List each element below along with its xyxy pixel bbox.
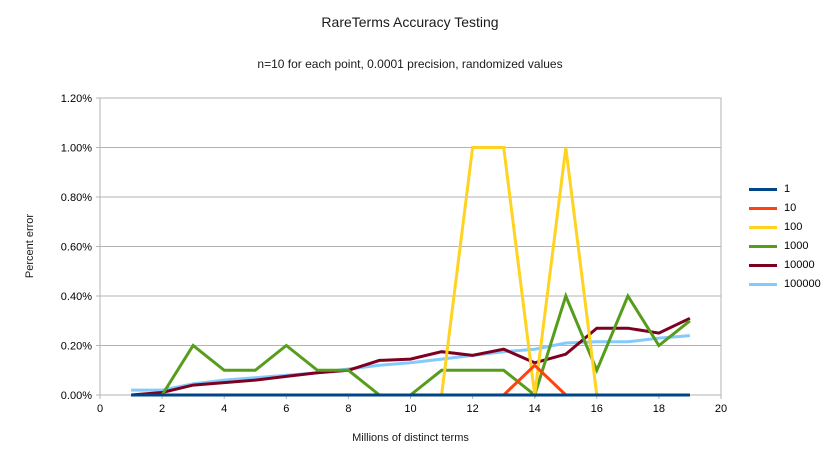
legend-swatch-100 xyxy=(749,226,777,229)
x-tick-label: 4 xyxy=(221,403,227,415)
legend-item-100000: 100000 xyxy=(749,275,821,294)
legend-label: 10 xyxy=(784,202,797,214)
y-tick-label: 0.20% xyxy=(61,341,92,353)
legend-label: 1000 xyxy=(784,240,809,252)
legend-swatch-1 xyxy=(749,188,777,191)
y-tick-label: 0.00% xyxy=(61,390,92,402)
chart-subtitle: n=10 for each point, 0.0001 precision, r… xyxy=(257,57,563,71)
legend-swatch-1000 xyxy=(749,245,777,248)
y-tick-label: 1.00% xyxy=(61,143,92,155)
y-axis-label: Percent error xyxy=(24,213,36,279)
x-tick-label: 18 xyxy=(653,403,665,415)
legend: 1 10 100 1000 10000 100000 xyxy=(749,180,821,294)
y-tick-label: 0.80% xyxy=(61,192,92,204)
series-line-10000 xyxy=(130,316,691,397)
y-tick-label: 1.20% xyxy=(61,93,92,105)
legend-label: 100000 xyxy=(784,278,821,290)
x-tick-label: 12 xyxy=(466,403,478,415)
legend-label: 100 xyxy=(784,221,803,233)
x-tick-label: 6 xyxy=(283,403,289,415)
legend-swatch-10000 xyxy=(749,264,777,267)
x-tick-label: 14 xyxy=(529,403,541,415)
x-tick-label: 10 xyxy=(404,403,416,415)
legend-label: 10000 xyxy=(784,259,815,271)
legend-item-1: 1 xyxy=(749,180,821,199)
y-tick-label: 0.60% xyxy=(61,242,92,254)
x-tick-label: 8 xyxy=(345,403,351,415)
legend-label: 1 xyxy=(784,183,791,195)
legend-swatch-100000 xyxy=(749,283,777,286)
legend-item-1000: 1000 xyxy=(749,237,821,256)
y-tick-label: 0.40% xyxy=(61,291,92,303)
x-tick-label: 16 xyxy=(591,403,603,415)
series-line-100000 xyxy=(131,334,691,392)
x-axis-label: Millions of distinct terms xyxy=(352,432,469,444)
chart-title: RareTerms Accuracy Testing xyxy=(321,14,499,30)
x-tick-label: 2 xyxy=(159,403,165,415)
x-tick-label: 20 xyxy=(715,403,727,415)
legend-item-10: 10 xyxy=(749,199,821,218)
legend-item-100: 100 xyxy=(749,218,821,237)
x-tick-label: 0 xyxy=(97,403,103,415)
legend-swatch-10 xyxy=(749,207,777,210)
legend-item-10000: 10000 xyxy=(749,256,821,275)
